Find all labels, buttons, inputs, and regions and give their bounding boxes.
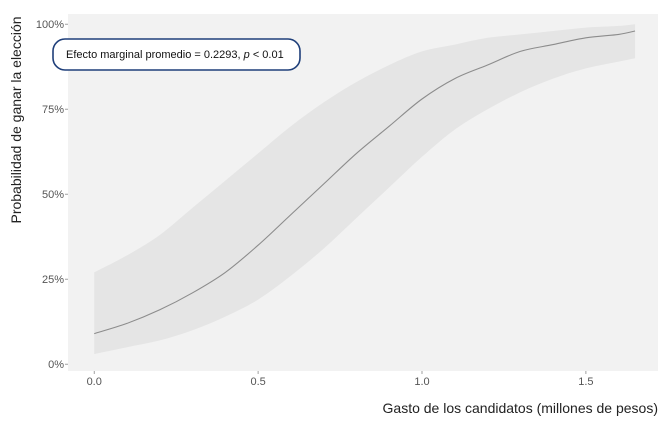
x-tick-label: 1.5 xyxy=(578,376,593,388)
y-tick-label: 50% xyxy=(42,189,64,201)
prediction-line-group xyxy=(94,30,636,335)
annotation-p: p xyxy=(243,49,250,61)
annotation-label: Efecto marginal promedio = 0.2293, p < 0… xyxy=(66,49,284,61)
y-tick-label: 0% xyxy=(48,359,64,371)
y-tick-label: 25% xyxy=(42,274,64,286)
confidence-ribbon xyxy=(94,24,636,354)
predicted-probability-line xyxy=(94,30,636,335)
x-tick-label: 1.0 xyxy=(414,376,429,388)
annotation-border xyxy=(52,38,301,71)
y-axis: 0% 25% 50% 75% 100% xyxy=(36,19,68,371)
annotation-suffix: < 0.01 xyxy=(250,49,284,61)
y-axis-title: Probabilidad de ganar la elección xyxy=(8,16,24,223)
x-axis: 0.0 0.5 1.0 1.5 xyxy=(87,371,594,388)
annotation-prefix: Efecto marginal promedio = 0.2293, xyxy=(66,49,244,61)
annotation-box: Efecto marginal promedio = 0.2293, p < 0… xyxy=(52,38,301,71)
x-tick-label: 0.0 xyxy=(87,376,102,388)
y-tick-label: 100% xyxy=(36,19,64,31)
x-tick-label: 0.5 xyxy=(250,376,265,388)
confidence-ribbon-group xyxy=(94,24,636,354)
y-tick-label: 75% xyxy=(42,104,64,116)
x-axis-title: Gasto de los candidatos (millones de pes… xyxy=(383,400,658,416)
